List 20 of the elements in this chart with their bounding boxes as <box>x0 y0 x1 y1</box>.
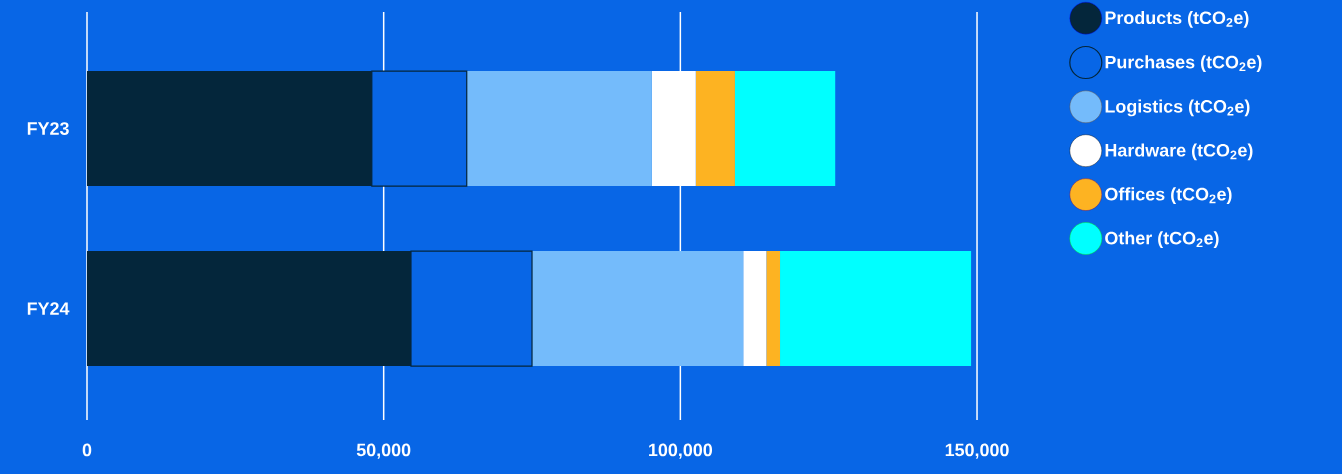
y-tick-label: FY23 <box>27 122 69 135</box>
legend-label: Hardware (tCO$_{2}$e) <box>1105 143 1253 161</box>
legend-label: Purchases (tCO$_{2}$e) <box>1105 55 1262 72</box>
bar <box>734 71 836 187</box>
legend-label: Other (tCO$_{2}$e) <box>1105 231 1219 248</box>
bar <box>532 251 744 367</box>
bar <box>743 251 767 367</box>
legend-label: Logistics (tCO$_{2}$e) <box>1105 99 1250 117</box>
bar <box>466 71 652 187</box>
x-tick-label: 150,000 <box>945 443 1009 459</box>
bar <box>766 251 781 367</box>
bar <box>651 71 696 187</box>
x-tick-label: 0 <box>82 443 92 457</box>
y-tick-label: FY24 <box>27 302 70 315</box>
bar <box>695 71 735 187</box>
legend-label: Products (tCO$_{2}$e) <box>1105 10 1249 28</box>
x-tick-label: 50,000 <box>356 443 411 459</box>
legend-label: Offices (tCO$_{2}$e) <box>1105 187 1232 205</box>
bar <box>780 251 972 367</box>
x-tick-label: 100,000 <box>649 443 713 459</box>
